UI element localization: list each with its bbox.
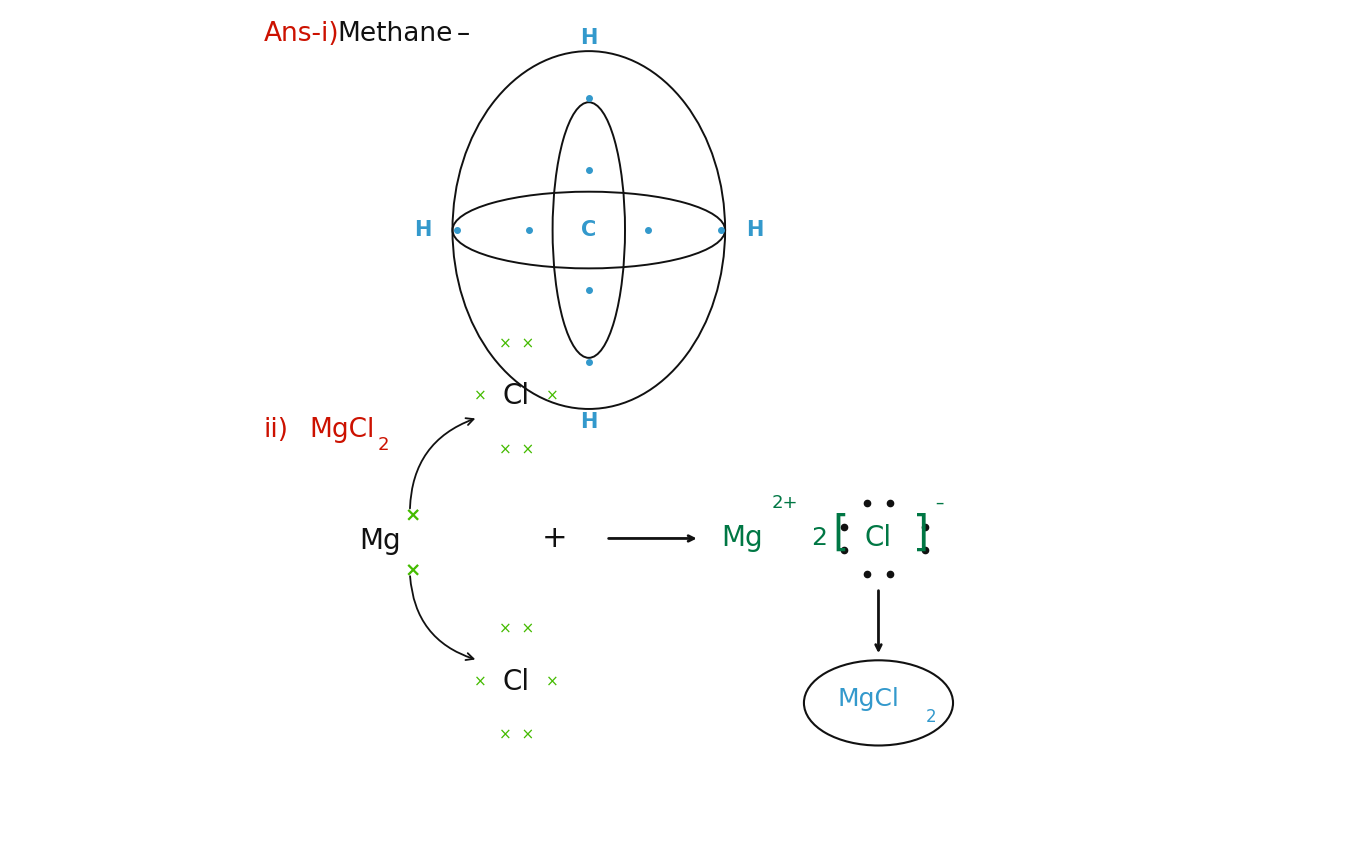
Text: 2: 2 bbox=[377, 436, 390, 454]
Text: ×: × bbox=[404, 561, 421, 580]
Text: ×: × bbox=[474, 389, 487, 404]
Text: ]: ] bbox=[913, 513, 929, 556]
Text: 2+: 2+ bbox=[771, 493, 798, 512]
Text: Methane: Methane bbox=[337, 21, 453, 48]
Text: ii): ii) bbox=[263, 417, 288, 444]
Text: ×: × bbox=[546, 389, 558, 404]
Text: [: [ bbox=[832, 513, 848, 556]
Text: Ans-i): Ans-i) bbox=[263, 21, 338, 48]
FancyArrowPatch shape bbox=[410, 576, 473, 660]
Text: H: H bbox=[580, 28, 597, 49]
Text: Mg: Mg bbox=[721, 525, 763, 552]
Text: 2: 2 bbox=[811, 527, 826, 550]
Text: –: – bbox=[936, 493, 944, 512]
Text: H: H bbox=[414, 220, 431, 240]
Text: H: H bbox=[747, 220, 763, 240]
Text: ×  ×: × × bbox=[499, 336, 534, 351]
Text: ×: × bbox=[404, 506, 421, 525]
Text: Mg: Mg bbox=[360, 527, 400, 555]
Text: MgCl: MgCl bbox=[837, 687, 899, 711]
Text: ×: × bbox=[546, 674, 558, 689]
FancyArrowPatch shape bbox=[410, 418, 473, 509]
Text: ×  ×: × × bbox=[499, 441, 534, 457]
Text: ×: × bbox=[474, 674, 487, 689]
Text: Cl: Cl bbox=[503, 668, 530, 695]
Text: –: – bbox=[457, 21, 470, 48]
Text: ×  ×: × × bbox=[499, 621, 534, 636]
Text: 2: 2 bbox=[926, 707, 937, 726]
Text: C: C bbox=[581, 220, 596, 240]
Text: MgCl: MgCl bbox=[309, 417, 375, 444]
Text: ×  ×: × × bbox=[499, 727, 534, 742]
Text: Cl: Cl bbox=[865, 525, 892, 552]
Text: Cl: Cl bbox=[503, 383, 530, 410]
Text: H: H bbox=[580, 412, 597, 432]
Text: +: + bbox=[542, 524, 568, 553]
